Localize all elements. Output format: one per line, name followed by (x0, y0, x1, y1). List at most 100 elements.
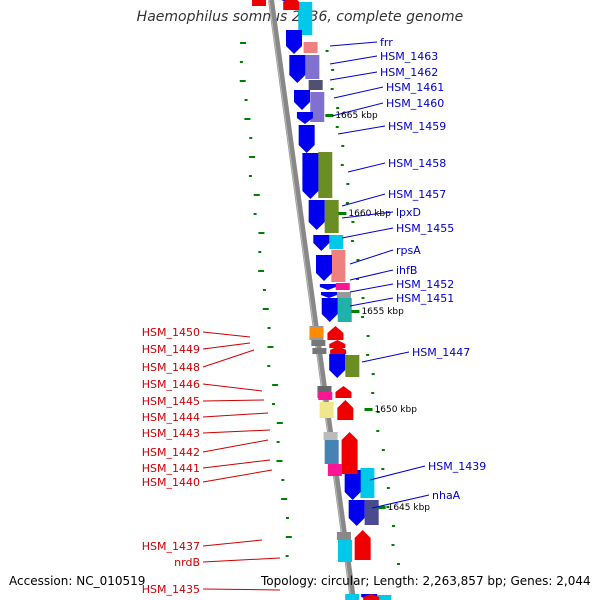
forward-gene-arrow (286, 30, 302, 54)
forward-label-leader (349, 297, 394, 307)
gc-tick (391, 544, 395, 546)
forward-gene-arrow (344, 470, 361, 500)
forward-gene-arrow (320, 292, 337, 298)
gc-tick (262, 289, 266, 291)
gc-tick (361, 297, 365, 299)
forward-gene-label: HSM_1461 (386, 81, 444, 94)
gc-tick (276, 422, 283, 424)
gc-tick (285, 517, 289, 519)
cog-box (377, 595, 392, 600)
gc-tick (253, 213, 257, 215)
forward-gene-label: HSM_1451 (396, 292, 454, 305)
reverse-gene-label: HSM_1444 (142, 411, 200, 424)
cog-box (305, 55, 320, 79)
gc-tick (356, 278, 359, 280)
gc-tick (244, 118, 251, 120)
reverse-gene-arrow (354, 530, 371, 560)
reverse-gene-arrow (330, 346, 347, 354)
forward-gene-arrow (348, 500, 365, 526)
forward-label-leader (333, 86, 384, 99)
reverse-cog-box (323, 432, 338, 440)
gc-tick (276, 441, 280, 443)
reverse-label-leader (202, 539, 263, 547)
gc-tick (381, 449, 385, 451)
reverse-label-leader (202, 459, 271, 469)
reverse-cog-box (309, 327, 324, 337)
forward-gene-label: HSM_1458 (388, 157, 446, 170)
forward-gene-label: HSM_1447 (412, 346, 470, 359)
reverse-cog-box (318, 392, 333, 400)
genome-summary-text: Topology: circular; Length: 2,263,857 bp… (261, 574, 591, 588)
forward-gene-arrow (294, 90, 310, 110)
cog-box (298, 2, 313, 35)
reverse-gene-label: HSM_1441 (142, 462, 200, 475)
gc-tick (350, 240, 354, 242)
reverse-gene-label: HSM_1445 (142, 395, 200, 408)
gc-tick (386, 506, 390, 508)
gc-tick (336, 107, 340, 109)
reverse-label-leader (202, 429, 271, 434)
gc-tick (272, 384, 279, 386)
forward-gene-arrow (313, 235, 330, 251)
cog-box (310, 92, 325, 122)
genome-backbone (268, 0, 356, 600)
forward-gene-arrow (302, 153, 319, 199)
cog-box (329, 235, 344, 249)
gc-tick (340, 164, 344, 166)
scale-tick (377, 506, 386, 509)
forward-gene-arrow (289, 55, 306, 83)
scale-markers: 1665 kbp 1660 kbp 1655 kbp 1650 kbp 1645 kbp (325, 111, 430, 513)
gc-tick (267, 327, 271, 329)
cog-box (360, 468, 375, 498)
reverse-gene-label: HSM_1442 (142, 446, 200, 459)
forward-gene-arrow (329, 354, 346, 378)
gc-tick (262, 308, 269, 310)
scale-tick (338, 212, 347, 215)
gc-tick (335, 126, 339, 128)
gc-tick (249, 137, 253, 139)
cog-box (337, 298, 352, 322)
gc-tick (341, 145, 345, 147)
reverse-label-leader (202, 412, 269, 418)
gc-tick (249, 156, 256, 158)
scale-label: 1660 kbp (348, 209, 391, 219)
reverse-cog-box (312, 348, 327, 354)
forward-gene-label: HSM_1455 (396, 222, 454, 235)
forward-gene-label: HSM_1439 (428, 460, 486, 473)
reverse-gene-label: HSM_1448 (142, 361, 200, 374)
reverse-label-leader (202, 588, 281, 591)
scale-label: 1655 kbp (361, 307, 404, 317)
gc-tick (285, 536, 292, 538)
cog-box (324, 200, 339, 233)
gc-tick (276, 460, 283, 462)
scale-label: 1665 kbp (335, 111, 378, 121)
gc-tick (376, 430, 380, 432)
gc-tick (253, 194, 260, 196)
gc-tick (330, 88, 334, 90)
forward-gene-label: HSM_1457 (388, 188, 446, 201)
reverse-cog-box (311, 340, 326, 346)
reverse-label-leader (202, 557, 281, 563)
reverse-gene-label: HSM_1440 (142, 476, 200, 489)
forward-label-leader (371, 494, 430, 509)
backbone-highlight (268, 0, 352, 600)
forward-label-leader (349, 283, 394, 293)
reverse-gene-arrow (329, 340, 346, 348)
forward-strand-arrows (281, 0, 378, 600)
reverse-gene-arrow (363, 594, 380, 600)
cog-box (336, 292, 351, 298)
forward-label-leader (329, 71, 378, 81)
reverse-gene-arrow (327, 326, 344, 340)
gc-tick (356, 259, 360, 261)
scale-label: 1650 kbp (375, 405, 418, 415)
cog-box (252, 0, 266, 6)
gc-tick (267, 346, 274, 348)
gc-tick (376, 411, 380, 413)
cog-box (364, 500, 379, 525)
reverse-cog-box (338, 540, 352, 562)
reverse-gene-label: HSM_1443 (142, 427, 200, 440)
forward-gene-label: HSM_1462 (380, 66, 438, 79)
forward-label-leader (341, 227, 394, 239)
